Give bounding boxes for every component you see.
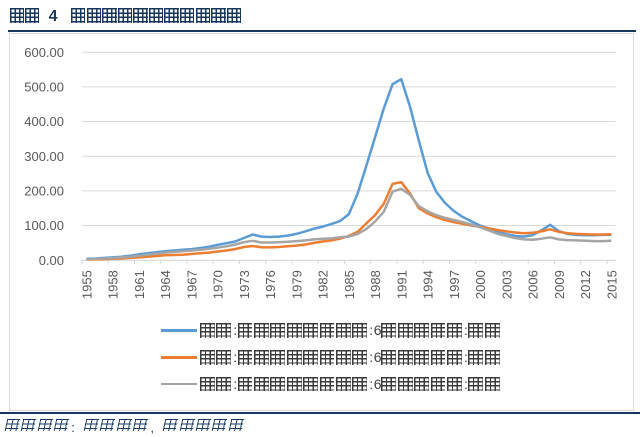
svg-text:1970: 1970	[211, 270, 226, 299]
svg-text:2006: 2006	[526, 270, 541, 299]
svg-text:1985: 1985	[342, 270, 357, 299]
svg-text:300.00: 300.00	[24, 149, 64, 164]
svg-text:1988: 1988	[368, 270, 383, 299]
svg-text:1973: 1973	[237, 270, 252, 299]
svg-text:2015: 2015	[604, 270, 619, 299]
svg-text:2009: 2009	[552, 270, 567, 299]
svg-text:1967: 1967	[185, 270, 200, 299]
svg-text:500.00: 500.00	[24, 80, 64, 95]
svg-text:1997: 1997	[447, 270, 462, 299]
svg-text:1982: 1982	[316, 270, 331, 299]
svg-text:100.00: 100.00	[24, 218, 64, 233]
svg-text:200.00: 200.00	[24, 184, 64, 199]
svg-text:1976: 1976	[263, 270, 278, 299]
svg-text:2000: 2000	[473, 270, 488, 299]
svg-text:0.00: 0.00	[39, 253, 64, 268]
svg-text:1961: 1961	[132, 270, 147, 299]
svg-text:400.00: 400.00	[24, 114, 64, 129]
svg-text:1979: 1979	[290, 270, 305, 299]
svg-text:1964: 1964	[158, 270, 173, 299]
svg-text:1994: 1994	[421, 270, 436, 299]
svg-text:2003: 2003	[499, 270, 514, 299]
svg-text:2012: 2012	[578, 270, 593, 299]
svg-text:600.00: 600.00	[24, 45, 64, 60]
svg-text:1958: 1958	[106, 270, 121, 299]
svg-text:1955: 1955	[80, 270, 95, 299]
svg-text:1991: 1991	[394, 270, 409, 299]
